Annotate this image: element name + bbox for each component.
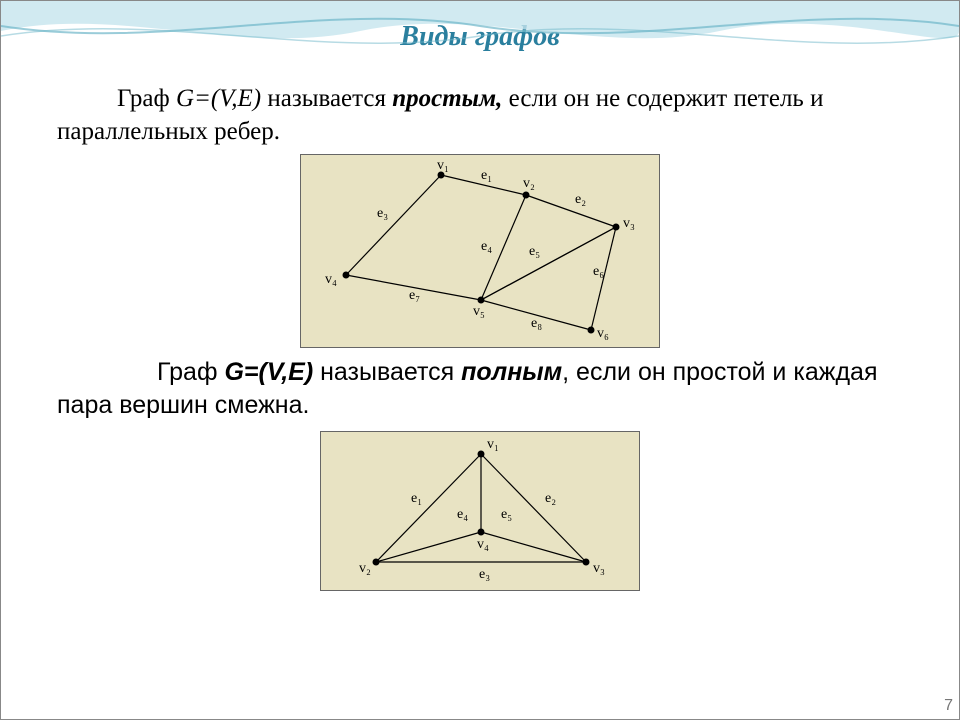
svg-text:v₄: v₄ bbox=[477, 537, 489, 552]
svg-text:e₁: e₁ bbox=[481, 168, 492, 183]
svg-text:e₈: e₈ bbox=[531, 316, 542, 331]
svg-text:v₄: v₄ bbox=[325, 272, 337, 287]
svg-text:v₂: v₂ bbox=[523, 176, 535, 191]
svg-text:e₃: e₃ bbox=[377, 206, 388, 221]
svg-text:e₁: e₁ bbox=[411, 491, 422, 506]
figure-complete-graph: e₁ e₂ e₃ e₄ e₅ v₁ v₂ v₃ v₄ bbox=[320, 431, 640, 591]
figure-simple-graph: e₁ e₂ e₃ e₄ e₅ e₆ e₇ e₈ v₁ v₂ v₃ v₄ v₅ v₆ bbox=[300, 154, 660, 348]
svg-text:v₂: v₂ bbox=[359, 561, 371, 576]
svg-text:v₅: v₅ bbox=[473, 304, 485, 319]
graph-2-svg: e₁ e₂ e₃ e₄ e₅ v₁ v₂ v₃ v₄ bbox=[321, 432, 641, 592]
paragraph-complete-graph: Граф G=(V,E) называется полным, если он … bbox=[57, 356, 903, 421]
svg-text:v₃: v₃ bbox=[623, 216, 635, 231]
svg-text:e₃: e₃ bbox=[479, 567, 490, 582]
text: Граф bbox=[117, 85, 176, 112]
text: Граф bbox=[157, 358, 224, 386]
paragraph-simple-graph: Граф G=(V,E) называется простым, если он… bbox=[57, 83, 903, 148]
svg-text:v₆: v₆ bbox=[597, 326, 609, 341]
svg-text:e₆: e₆ bbox=[593, 264, 604, 279]
svg-text:e₄: e₄ bbox=[481, 239, 492, 254]
svg-text:e₂: e₂ bbox=[575, 192, 586, 207]
slide: Виды графов Граф G=(V,E) называется прос… bbox=[0, 0, 960, 720]
svg-text:v₁: v₁ bbox=[437, 158, 449, 173]
text: называется bbox=[313, 358, 461, 386]
svg-text:v₁: v₁ bbox=[487, 437, 499, 452]
figure-1-wrap: e₁ e₂ e₃ e₄ e₅ e₆ e₇ e₈ v₁ v₂ v₃ v₄ v₅ v₆ bbox=[1, 154, 959, 348]
formula: G=(V,E) bbox=[224, 358, 313, 386]
formula: G=(V,E) bbox=[176, 85, 261, 112]
text: называется bbox=[261, 85, 392, 112]
keyword-complete: полным bbox=[461, 358, 562, 386]
svg-text:e₇: e₇ bbox=[409, 288, 420, 303]
svg-text:e₅: e₅ bbox=[529, 244, 540, 259]
figure-2-wrap: e₁ e₂ e₃ e₄ e₅ v₁ v₂ v₃ v₄ bbox=[1, 427, 959, 591]
slide-title: Виды графов bbox=[1, 21, 959, 53]
svg-text:e₂: e₂ bbox=[545, 491, 556, 506]
svg-text:e₅: e₅ bbox=[501, 507, 512, 522]
keyword-simple: простым, bbox=[392, 85, 502, 112]
page-number: 7 bbox=[944, 697, 953, 715]
svg-text:e₄: e₄ bbox=[457, 507, 468, 522]
graph-1-svg: e₁ e₂ e₃ e₄ e₅ e₆ e₇ e₈ v₁ v₂ v₃ v₄ v₅ v₆ bbox=[301, 155, 661, 349]
svg-text:v₃: v₃ bbox=[593, 561, 605, 576]
